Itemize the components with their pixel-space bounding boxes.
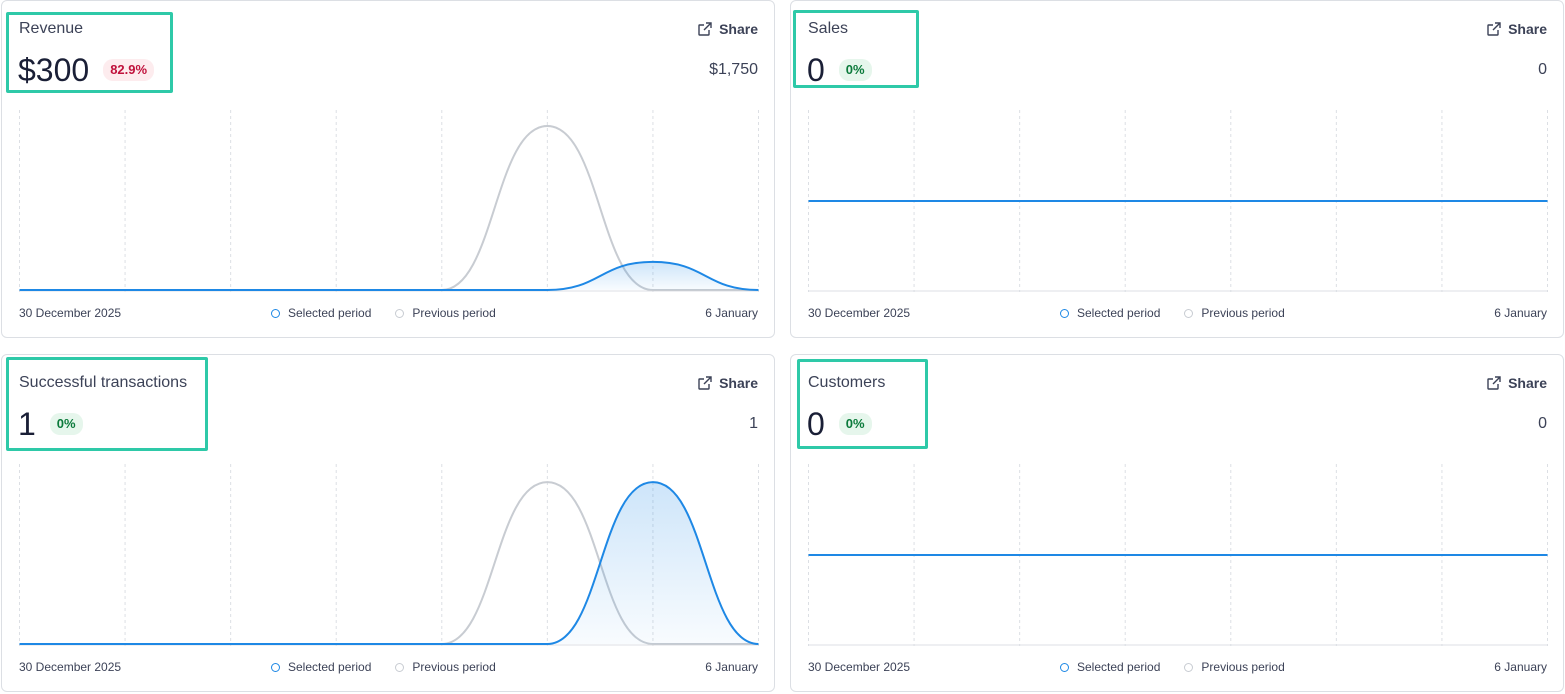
legend-selected-label: Selected period bbox=[288, 306, 372, 320]
selected-period-dot bbox=[271, 662, 280, 672]
customers-share-button[interactable]: Share bbox=[1486, 375, 1547, 391]
transactions-chart-svg bbox=[19, 464, 759, 646]
external-link-icon bbox=[698, 376, 712, 390]
transactions-compare-value: 1 bbox=[749, 415, 758, 432]
legend: Selected period Previous period bbox=[1060, 660, 1309, 674]
legend-selected: Selected period bbox=[271, 306, 371, 320]
legend-selected-label: Selected period bbox=[1077, 660, 1161, 674]
transactions-card: Successful transactions 1 0% Share 1 30 … bbox=[1, 354, 775, 692]
selected-period-dot bbox=[1060, 308, 1069, 318]
transactions-share-button[interactable]: Share bbox=[697, 375, 758, 391]
legend-previous-label: Previous period bbox=[412, 306, 496, 320]
previous-period-dot bbox=[395, 308, 405, 318]
sales-compare-value: 0 bbox=[1538, 61, 1547, 78]
revenue-compare-value: $1,750 bbox=[709, 61, 758, 78]
axis-end-label: 6 January bbox=[1494, 306, 1547, 320]
legend-previous: Previous period bbox=[395, 306, 496, 320]
legend-selected-label: Selected period bbox=[1077, 306, 1161, 320]
customers-value: 0 bbox=[807, 406, 825, 442]
share-label: Share bbox=[1508, 21, 1547, 37]
share-label: Share bbox=[1508, 375, 1547, 391]
share-label: Share bbox=[719, 375, 758, 391]
axis-start-label: 30 December 2025 bbox=[808, 306, 911, 320]
legend: Selected period Previous period bbox=[271, 306, 520, 320]
sales-title: Sales bbox=[808, 20, 849, 37]
legend-selected: Selected period bbox=[271, 660, 371, 674]
legend-previous: Previous period bbox=[395, 660, 496, 674]
axis-start-label: 30 December 2025 bbox=[19, 306, 122, 320]
previous-period-dot bbox=[1184, 308, 1194, 318]
selected-period-dot bbox=[1060, 662, 1069, 672]
legend-previous-label: Previous period bbox=[1201, 306, 1285, 320]
customers-compare-value: 0 bbox=[1538, 415, 1547, 432]
sales-change-badge: 0% bbox=[838, 59, 872, 81]
sales-share-button[interactable]: Share bbox=[1486, 21, 1547, 37]
transactions-change-badge: 0% bbox=[49, 413, 83, 435]
legend-previous: Previous period bbox=[1184, 660, 1285, 674]
external-link-icon bbox=[1487, 376, 1501, 390]
revenue-value: $300 bbox=[18, 52, 90, 88]
customers-chart bbox=[808, 464, 1548, 646]
revenue-card: Revenue $300 82.9% Share $1,750 30 Decem… bbox=[1, 0, 775, 338]
axis-start-label: 30 December 2025 bbox=[19, 660, 122, 674]
external-link-icon bbox=[1487, 22, 1501, 36]
revenue-share-button[interactable]: Share bbox=[697, 21, 758, 37]
legend-previous-label: Previous period bbox=[412, 660, 496, 674]
selected-period-dot bbox=[271, 308, 280, 318]
revenue-metric: $300 82.9% bbox=[18, 51, 155, 89]
legend-selected-label: Selected period bbox=[288, 660, 372, 674]
customers-metric: 0 0% bbox=[807, 405, 872, 443]
revenue-chart bbox=[19, 110, 759, 292]
revenue-title: Revenue bbox=[19, 20, 84, 37]
share-label: Share bbox=[719, 21, 758, 37]
sales-card: Sales 0 0% Share 0 30 December 2025 Sele… bbox=[790, 0, 1564, 338]
legend-previous-label: Previous period bbox=[1201, 660, 1285, 674]
previous-period-dot bbox=[1184, 662, 1194, 672]
selected-period-line bbox=[19, 481, 759, 645]
transactions-metric: 1 0% bbox=[18, 405, 83, 443]
selected-period-line bbox=[19, 260, 759, 291]
sales-value: 0 bbox=[807, 52, 825, 88]
legend-selected: Selected period bbox=[1060, 660, 1160, 674]
axis-start-label: 30 December 2025 bbox=[808, 660, 911, 674]
sales-chart bbox=[808, 110, 1548, 292]
transactions-chart bbox=[19, 464, 759, 646]
legend: Selected period Previous period bbox=[1060, 306, 1309, 320]
external-link-icon bbox=[698, 22, 712, 36]
selected-period-area bbox=[19, 261, 759, 290]
transactions-title: Successful transactions bbox=[19, 374, 188, 391]
customers-change-badge: 0% bbox=[838, 413, 872, 435]
revenue-chart-svg bbox=[19, 110, 759, 292]
sales-metric: 0 0% bbox=[807, 51, 872, 89]
legend-selected: Selected period bbox=[1060, 306, 1160, 320]
customers-card: Customers 0 0% Share 0 30 December 2025 … bbox=[790, 354, 1564, 692]
axis-end-label: 6 January bbox=[705, 660, 758, 674]
axis-end-label: 6 January bbox=[705, 306, 758, 320]
previous-period-dot bbox=[395, 662, 405, 672]
axis-end-label: 6 January bbox=[1494, 660, 1547, 674]
legend: Selected period Previous period bbox=[271, 660, 520, 674]
customers-chart-svg bbox=[808, 464, 1548, 646]
legend-previous: Previous period bbox=[1184, 306, 1285, 320]
revenue-change-badge: 82.9% bbox=[103, 59, 155, 81]
sales-chart-svg bbox=[808, 110, 1548, 292]
transactions-value: 1 bbox=[18, 406, 36, 442]
customers-title: Customers bbox=[808, 374, 886, 391]
selected-period-area bbox=[19, 482, 759, 644]
